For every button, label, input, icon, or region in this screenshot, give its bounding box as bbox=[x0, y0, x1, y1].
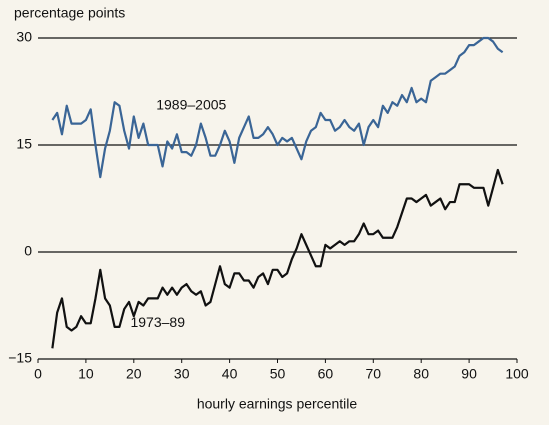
series-line bbox=[51, 168, 504, 349]
x-tick-label: 60 bbox=[318, 366, 334, 382]
series-line bbox=[51, 36, 504, 179]
x-tick-label: 30 bbox=[174, 366, 190, 382]
x-tick-label: 20 bbox=[126, 366, 142, 382]
series-label: 1989–2005 bbox=[156, 96, 226, 112]
y-tick-label: −15 bbox=[8, 350, 32, 366]
y-tick-label: 30 bbox=[16, 29, 32, 45]
y-tick-label: 15 bbox=[16, 136, 32, 152]
y-axis-label: percentage points bbox=[14, 5, 125, 21]
x-tick-label: 100 bbox=[505, 366, 529, 382]
x-axis-label: hourly earnings percentile bbox=[197, 396, 358, 412]
series-label: 1973–89 bbox=[130, 314, 185, 330]
x-tick-label: 0 bbox=[34, 366, 42, 382]
x-tick-label: 90 bbox=[461, 366, 477, 382]
x-tick-label: 80 bbox=[413, 366, 429, 382]
x-tick-label: 50 bbox=[270, 366, 286, 382]
y-tick-label: 0 bbox=[24, 243, 32, 259]
x-tick-label: 40 bbox=[222, 366, 238, 382]
x-tick-label: 10 bbox=[78, 366, 94, 382]
x-tick-label: 70 bbox=[366, 366, 382, 382]
